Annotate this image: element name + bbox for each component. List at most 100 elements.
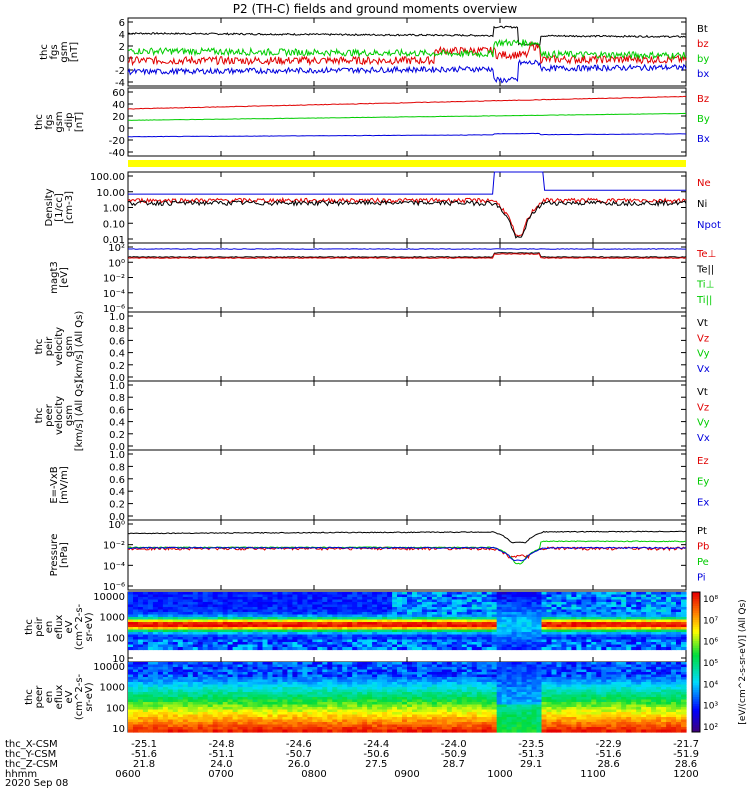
- x-axis-value: 0900: [394, 769, 419, 780]
- y-axis-label: sr-eV): [84, 612, 95, 641]
- colorbar-tick-label: 10⁸: [703, 595, 718, 605]
- y-tick-label: 0.4: [109, 349, 125, 360]
- date-label: 2020 Sep 08: [5, 778, 68, 789]
- colorbar-tick-label: 10⁴: [703, 680, 718, 690]
- legend-entry: By: [697, 114, 710, 125]
- y-axis-label: [nPa]: [59, 542, 70, 568]
- y-axis-label: [mV/m]: [59, 466, 70, 504]
- legend-entry: Ey: [697, 477, 709, 488]
- x-axis-value: 1100: [580, 769, 605, 780]
- y-axis-label: [nT]: [74, 112, 85, 132]
- y-tick-label: 1.0: [109, 312, 125, 323]
- legend-entry: Vt: [697, 318, 708, 329]
- legend-entry: by: [697, 54, 709, 65]
- legend-entry: Pi: [697, 573, 706, 584]
- legend-entry: Vy: [697, 418, 710, 429]
- line-bx: [128, 60, 686, 82]
- y-tick-label: 1000: [100, 613, 125, 624]
- y-tick-label: 0.8: [109, 393, 125, 404]
- status-bar: [128, 160, 686, 167]
- y-tick-label: 4: [119, 30, 125, 41]
- y-tick-label: 2: [119, 42, 125, 53]
- y-tick-label: 40: [112, 100, 125, 111]
- legend-entry: Pe: [697, 557, 709, 568]
- y-tick-label: 0.4: [109, 487, 125, 498]
- y-tick-label: 1000: [100, 683, 125, 694]
- legend-entry: Vy: [697, 349, 710, 360]
- line-pb: [128, 547, 686, 558]
- legend-entry: Te⊥: [696, 249, 716, 260]
- panel-frame-pressure: [128, 520, 686, 590]
- y-tick-label: 10⁻²: [103, 274, 125, 285]
- line-pe: [128, 541, 686, 564]
- y-tick-label: 10⁻⁴: [103, 289, 125, 300]
- y-tick-label: 0.10: [103, 219, 125, 230]
- line-teperp: [128, 254, 686, 259]
- panel-frame-temp: [128, 243, 686, 312]
- legend-entry: bx: [697, 69, 709, 80]
- x-axis-value: 1200: [673, 769, 698, 780]
- x-axis-value: 29.1: [520, 759, 542, 770]
- y-axis-label: [cm-3]: [64, 191, 75, 224]
- panel-frame-peer_vel: [128, 381, 686, 450]
- y-tick-label: 0.4: [109, 418, 125, 429]
- legend-entry: Ni: [697, 199, 707, 210]
- x-axis-value: 28.7: [443, 759, 465, 770]
- line-tepar: [128, 253, 686, 258]
- legend-entry: bz: [697, 39, 709, 50]
- spectrogram-electrons: [128, 662, 687, 733]
- y-axis-label: [nT]: [69, 42, 80, 62]
- x-axis-value: 0600: [115, 769, 140, 780]
- x-axis-value: 1000: [487, 769, 512, 780]
- y-tick-label: 0.2: [109, 361, 125, 372]
- y-axis-label: [km/s] (All Qs): [74, 311, 85, 383]
- y-tick-label: 10: [112, 724, 125, 735]
- y-tick-label: 0.6: [109, 475, 125, 486]
- y-tick-label: -2: [115, 66, 125, 77]
- line-bx-dip: [128, 133, 686, 137]
- legend-entry: Bx: [697, 134, 710, 145]
- y-tick-label: 0: [119, 54, 125, 65]
- colorbar-label: [eV/(cm^2-s-sr-eV)] (All Qs): [738, 599, 748, 724]
- y-tick-label: 0: [119, 124, 125, 135]
- line-bz-dip: [128, 96, 686, 109]
- line-ni: [128, 201, 686, 238]
- line-bt: [128, 26, 686, 45]
- panel-frame-peir_vel: [128, 312, 686, 381]
- legend-entry: Ti||: [696, 295, 712, 306]
- y-tick-label: 10⁻⁴: [103, 561, 125, 572]
- x-axis-value: 0700: [208, 769, 233, 780]
- legend-entry: Ne: [697, 178, 711, 189]
- y-tick-label: 0.8: [109, 324, 125, 335]
- legend-entry: Ex: [697, 497, 709, 508]
- y-axis-label: [eV]: [59, 267, 70, 288]
- y-tick-label: 10⁰: [108, 258, 125, 269]
- x-axis-value: 0800: [301, 769, 326, 780]
- y-tick-label: 10²: [108, 243, 125, 254]
- panel-frame-fgs_gsm: [128, 18, 686, 86]
- y-tick-label: 20: [112, 112, 125, 123]
- y-tick-label: 10000: [93, 662, 125, 673]
- legend-entry: Vt: [697, 387, 708, 398]
- line-ti: [128, 249, 686, 250]
- colorbar-tick-label: 10³: [703, 702, 718, 712]
- y-tick-label: -20: [109, 136, 125, 147]
- y-axis-label: sr-eV): [84, 682, 95, 711]
- legend-entry: Npot: [697, 220, 721, 231]
- y-tick-label: 0.6: [109, 336, 125, 347]
- legend-entry: Vx: [697, 433, 710, 444]
- colorbar-tick-label: 10⁵: [703, 659, 718, 669]
- legend-entry: Vz: [697, 333, 709, 344]
- line-bz: [128, 43, 686, 65]
- page-title: P2 (TH-C) fields and ground moments over…: [0, 2, 750, 16]
- legend-entry: Pb: [697, 542, 709, 553]
- y-tick-label: 0.6: [109, 405, 125, 416]
- line-by-dip: [128, 113, 686, 120]
- y-tick-label: 1.00: [103, 204, 125, 215]
- y-tick-label: 60: [112, 88, 125, 99]
- y-tick-label: 0.2: [109, 500, 125, 511]
- y-axis-label: [km/s] (All Qs): [74, 380, 85, 452]
- legend-entry: Pt: [697, 526, 707, 537]
